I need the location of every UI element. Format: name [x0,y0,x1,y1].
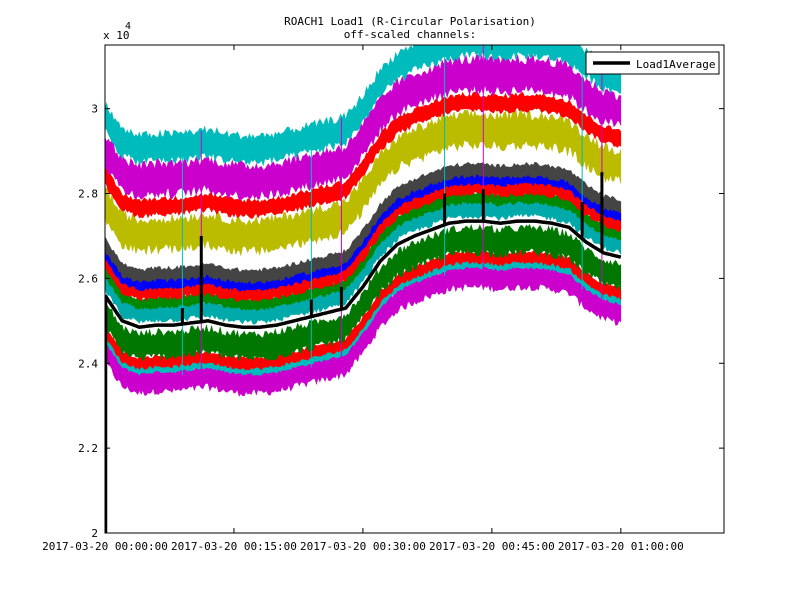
legend-box [585,51,720,75]
axes-frame [104,44,725,534]
channel-band-ch-magenta-high [105,54,622,201]
channel-band-ch-grey [105,161,622,285]
y-tick-label: 2.2 [78,442,98,455]
chart-title: ROACH1 Load1 (R-Circular Polarisation) [284,15,536,28]
plot-data-area [105,45,622,533]
channel-band-ch-green-low [105,223,622,362]
x-tick-label: 2017-03-20 00:00:00 [42,540,168,553]
legend-label-load1average: Load1Average [636,58,715,71]
x-tick-label: 2017-03-20 00:15:00 [171,540,297,553]
y-tick-label: 2.8 [78,188,98,201]
y-tick-label: 2.6 [78,272,98,285]
x-tick-label: 2017-03-20 00:45:00 [429,540,555,553]
legend: Load1Average [585,51,720,75]
channel-band-ch-olive [105,109,622,257]
chart-subtitle: off-scaled channels: [344,28,476,41]
series-line-load1average [105,219,622,329]
y-tick-label: 2.4 [78,357,98,370]
channel-band-ch-red-high [105,91,622,219]
y-tick-label: 3 [91,103,98,116]
y-tick-label: 2 [91,527,98,540]
channel-band-ch-cyan-high [105,45,622,167]
x-tick-label: 2017-03-20 00:30:00 [300,540,426,553]
x-tick-label: 2017-03-20 01:00:00 [558,540,684,553]
y-multiplier-exponent: 4 [125,21,131,32]
y-multiplier-label: x 10 [103,29,130,42]
